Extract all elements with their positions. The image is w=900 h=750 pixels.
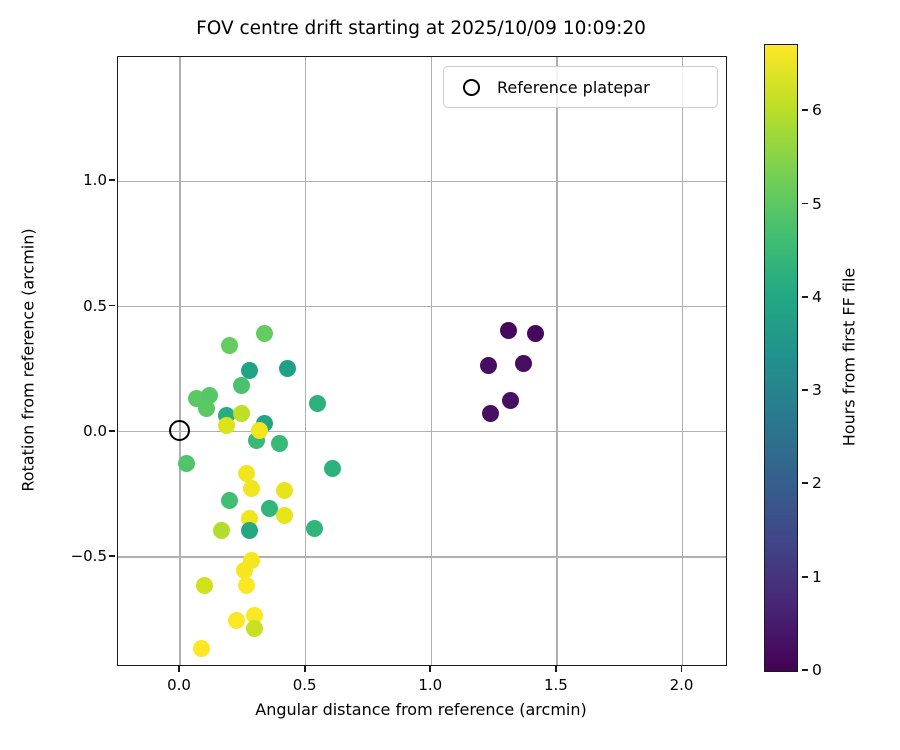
x-tick-label: 0.0 (167, 676, 191, 694)
colorbar-tick (801, 669, 808, 671)
scatter-point (228, 612, 246, 630)
scatter-point (240, 362, 258, 380)
x-tick-label: 2.0 (669, 676, 694, 694)
scatter-point (198, 399, 216, 417)
x-tick (429, 666, 432, 672)
scatter-point (218, 417, 236, 435)
reference-platepar-marker-icon (463, 78, 480, 96)
scatter-point (527, 324, 545, 342)
scatter-point (261, 499, 278, 517)
y-gridline (118, 556, 726, 558)
colorbar-tick-label: 0 (812, 661, 822, 679)
colorbar-tick-label: 5 (812, 194, 822, 213)
scatter-point (220, 492, 238, 510)
colorbar-tick (801, 109, 808, 112)
y-gridline (118, 430, 726, 433)
x-tick (178, 666, 180, 672)
scatter-point (482, 404, 500, 422)
scatter-point (250, 422, 268, 440)
plot-area (117, 56, 727, 666)
y-tick (109, 304, 115, 307)
x-gridline (430, 57, 433, 665)
y-tick-label: 0.5 (83, 296, 107, 315)
scatter-point (271, 434, 289, 452)
scatter-point (178, 454, 196, 472)
scatter-point (220, 337, 238, 355)
y-gridline (118, 180, 726, 183)
colorbar-tick-label: 1 (812, 567, 822, 586)
x-tick (554, 666, 557, 672)
x-tick-label: 1.5 (543, 676, 568, 694)
scatter-point (276, 507, 294, 525)
scatter-point (213, 522, 231, 540)
x-tick-label: 0.5 (292, 676, 317, 694)
scatter-point (240, 522, 258, 540)
y-tick (109, 554, 115, 557)
colorbar-tick (801, 389, 808, 392)
colorbar-tick-label: 4 (812, 287, 822, 306)
x-tick-label: 1.0 (418, 676, 443, 694)
colorbar (764, 44, 798, 672)
colorbar-tick-label: 3 (812, 381, 822, 400)
scatter-point (502, 392, 520, 410)
scatter-point (276, 482, 294, 500)
scatter-point (238, 577, 256, 595)
scatter-point (255, 324, 273, 342)
colorbar-tick (801, 482, 808, 485)
scatter-point (514, 354, 532, 372)
colorbar-gradient (765, 45, 797, 671)
legend-label: Reference platepar (497, 77, 650, 97)
scatter-point (193, 639, 211, 657)
colorbar-tick (801, 295, 808, 298)
x-gridline (681, 57, 684, 665)
colorbar-tick (801, 202, 808, 205)
x-tick (680, 666, 683, 672)
x-gridline (556, 57, 558, 665)
scatter-point (233, 404, 251, 422)
scatter-point (233, 377, 251, 395)
scatter-point (308, 394, 326, 412)
x-gridline (304, 57, 307, 665)
y-tick-label: −0.5 (70, 546, 107, 565)
y-gridline (118, 305, 726, 308)
legend: Reference platepar (443, 66, 718, 108)
y-axis-label: Rotation from reference (arcmin) (18, 228, 38, 492)
reference-platepar-point (168, 420, 190, 442)
scatter-point (278, 359, 296, 377)
scatter-point (245, 619, 263, 637)
scatter-point (499, 322, 517, 340)
scatter-point (306, 519, 324, 537)
colorbar-tick-label: 6 (812, 101, 822, 120)
scatter-point (238, 464, 256, 482)
scatter-point (479, 357, 497, 375)
y-tick-label: 1.0 (83, 171, 107, 190)
y-tick (109, 429, 115, 432)
x-gridline (179, 57, 181, 665)
colorbar-tick-label: 2 (812, 474, 822, 493)
colorbar-tick (801, 575, 808, 578)
x-tick (303, 666, 306, 672)
y-tick-label: 0.0 (83, 421, 107, 440)
scatter-point (235, 562, 253, 580)
scatter-point (243, 479, 261, 497)
chart-title: FOV centre drift starting at 2025/10/09 … (196, 18, 646, 39)
y-tick (109, 179, 115, 182)
scatter-point (195, 577, 213, 595)
scatter-point (323, 459, 341, 477)
x-axis-label: Angular distance from reference (arcmin) (255, 700, 587, 719)
